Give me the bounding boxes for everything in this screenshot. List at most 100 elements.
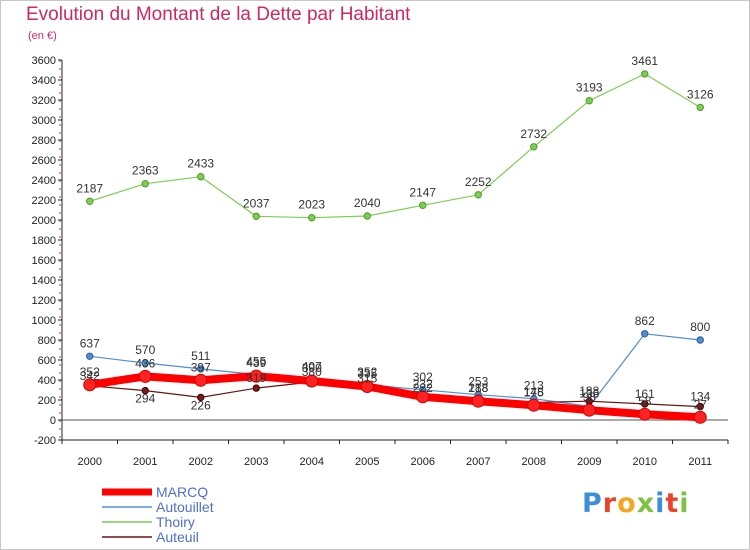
data-point-auteuil [141, 386, 149, 395]
data-label-marcq: 439 [246, 356, 266, 370]
data-label-thoiry: 2037 [243, 196, 270, 210]
data-point-marcq [693, 410, 707, 424]
data-label-marcq: 98 [583, 390, 597, 404]
data-label-autouillet: 213 [524, 379, 544, 393]
data-point-thoiry [197, 173, 205, 181]
series-line-marcq [85, 372, 705, 422]
data-point-auteuil [641, 400, 649, 408]
x-tick-label: 2005 [355, 456, 379, 468]
data-point-thoiry [530, 143, 538, 151]
y-tick-label: 3200 [32, 95, 56, 107]
data-point-marcq [249, 369, 263, 383]
data-point-auteuil [696, 402, 704, 411]
data-label-thoiry: 2023 [298, 198, 325, 212]
data-label-marcq: 27 [694, 397, 708, 411]
data-point-marcq [582, 403, 596, 417]
data-label-autouillet: 511 [191, 349, 210, 363]
data-label-marcq: 232 [413, 377, 433, 391]
x-tick-label: 2006 [411, 456, 435, 468]
x-tick-label: 2007 [466, 456, 490, 468]
data-point-thoiry [363, 212, 371, 220]
y-tick-label: 3000 [32, 115, 56, 127]
data-point-autouillet [86, 352, 94, 360]
data-point-marcq [638, 407, 652, 421]
logo-letter: o [617, 488, 637, 519]
data-label-thoiry: 2433 [187, 157, 214, 171]
y-tick-label: 2000 [32, 215, 56, 227]
data-label-thoiry: 2732 [520, 127, 547, 141]
data-label-autouillet: 407 [302, 359, 322, 373]
data-point-thoiry [308, 214, 316, 222]
data-label-autouillet: 455 [246, 355, 266, 369]
data-point-thoiry [141, 180, 149, 188]
logo-letter: i [679, 488, 690, 519]
data-label-marcq: 148 [524, 385, 544, 399]
data-point-marcq [305, 374, 319, 388]
x-tick-label: 2008 [522, 456, 546, 468]
x-tick-label: 2010 [633, 456, 657, 468]
data-label-marcq: 397 [191, 360, 211, 374]
data-label-autouillet: 352 [357, 365, 377, 379]
data-point-autouillet [641, 330, 649, 338]
data-point-marcq [360, 380, 374, 393]
data-point-marcq [527, 398, 541, 412]
data-label-autouillet: 136 [579, 386, 599, 400]
data-point-auteuil [197, 393, 205, 402]
x-tick-label: 2000 [78, 456, 102, 468]
logo-letter: r [602, 488, 618, 519]
data-point-auteuil [252, 384, 260, 392]
y-tick-label: 1000 [32, 315, 56, 327]
data-label-marcq: 58 [638, 394, 652, 408]
data-point-autouillet [197, 365, 205, 373]
data-label-auteuil: 380 [302, 365, 322, 379]
data-label-autouillet: 570 [135, 343, 155, 357]
data-label-autouillet: 253 [468, 375, 488, 389]
axes: -200 0 200 400 600 800 1000 1200 1400 1600 1800 200… [32, 55, 729, 468]
data-label-autouillet: 800 [690, 320, 710, 334]
data-label-thoiry: 3193 [576, 81, 603, 95]
x-tick-label: 2009 [577, 456, 601, 468]
legend-label-thoiry: Thoiry [156, 514, 195, 530]
data-point-thoiry [419, 201, 427, 210]
logo-letter: t [665, 488, 680, 519]
data-label-thoiry: 2187 [76, 181, 103, 195]
x-tick-label: 2003 [244, 456, 268, 468]
data-label-marcq: 188 [468, 381, 488, 395]
data-label-auteuil: 294 [135, 392, 155, 406]
series-line-autouillet [89, 333, 701, 407]
data-point-autouillet [696, 336, 704, 344]
x-tick-label: 2004 [300, 456, 324, 468]
x-tick-label: 2002 [189, 456, 213, 468]
y-tick-label: 1400 [32, 275, 56, 287]
data-labels: 352 436 397 439 390 335 232 188 148 98 58 27 637 570 5… [76, 54, 714, 412]
chart-title: Evolution du Montant de la Dette par Hab… [26, 4, 411, 25]
data-label-auteuil: 161 [635, 387, 655, 401]
logo-letter: P [582, 488, 603, 519]
y-tick-label: 1800 [32, 235, 56, 247]
y-tick-label: 400 [38, 375, 56, 387]
data-point-thoiry [641, 70, 649, 78]
data-point-thoiry [474, 191, 482, 199]
data-label-autouillet: 637 [80, 336, 100, 350]
data-label-auteuil: 315 [357, 372, 377, 386]
data-point-marcq [138, 369, 152, 383]
y-tick-label: 800 [38, 335, 56, 347]
y-tick-label: 3600 [32, 55, 56, 67]
y-tick-label: 0 [50, 415, 56, 427]
data-point-marcq [83, 378, 97, 392]
legend-label-auteuil: Auteuil [156, 529, 199, 545]
logo-letter: x [636, 488, 656, 519]
data-label-autouillet: 862 [635, 314, 655, 328]
data-point-autouillet [141, 359, 149, 367]
data-label-thoiry: 2252 [465, 175, 492, 189]
y-tick-label: 2200 [32, 195, 56, 207]
data-label-thoiry: 2363 [132, 164, 159, 178]
y-tick-label: 200 [38, 395, 56, 407]
y-tick-label: -200 [34, 435, 56, 447]
legend-label-marcq: MARCQ [156, 484, 208, 500]
data-label-thoiry: 3461 [631, 54, 658, 68]
data-label-auteuil: 226 [191, 398, 211, 412]
y-tick-label: 2600 [32, 155, 56, 167]
